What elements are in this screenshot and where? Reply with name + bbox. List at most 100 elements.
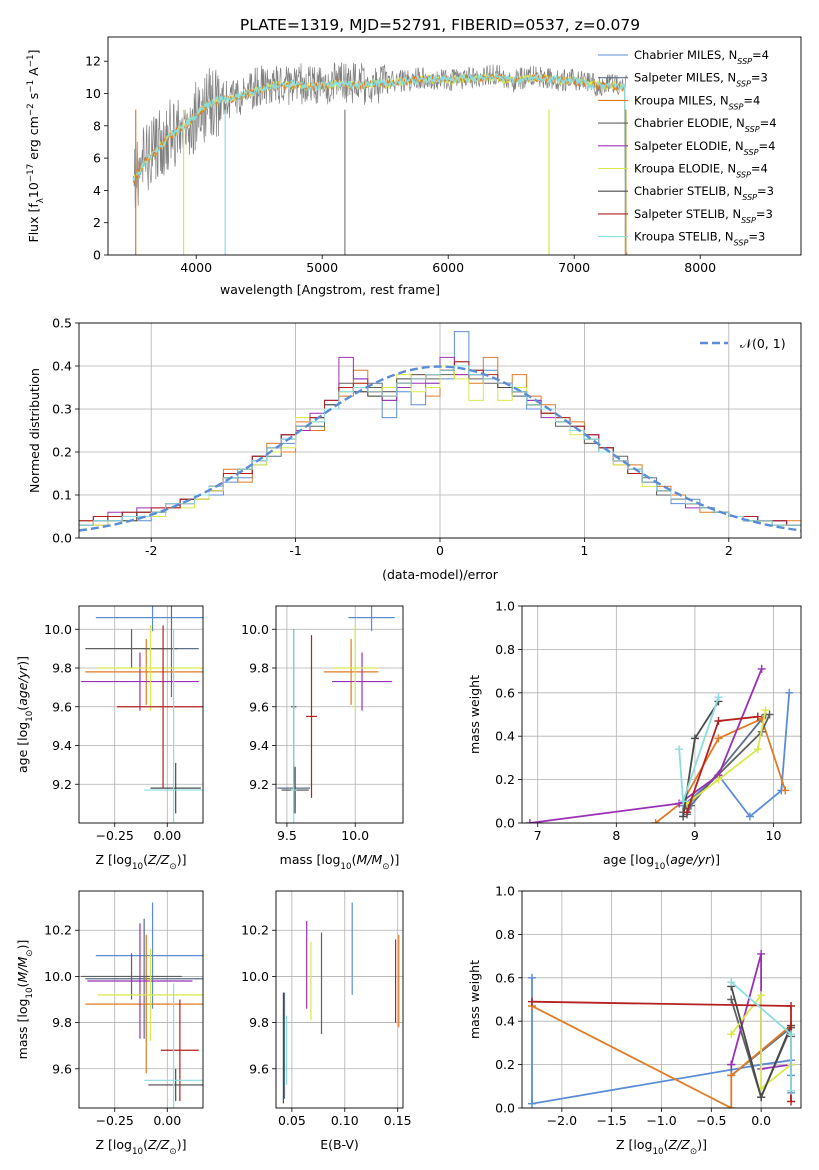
plot-area <box>277 606 395 823</box>
legend-label-kroupa-elodie: Kroupa ELODIE, NSSP=4 <box>634 162 768 180</box>
y-tick-label: 0.4 <box>495 729 515 744</box>
axes-frame <box>275 890 404 1109</box>
x-axis-label: wavelength [Angstrom, rest frame] <box>220 282 440 297</box>
x-tick-label: 7000 <box>558 260 590 275</box>
x-tick-label: −1.5 <box>596 1113 626 1128</box>
spectrum-panel: 4000 5000 6000 7000 8000 0 2 4 6 8 10 12 Chabrier MI… <box>26 36 802 297</box>
y-tick-label: 10 <box>85 86 101 101</box>
weight-point-salpeter-stelib <box>714 717 723 726</box>
x-tick-label: 0.00 <box>153 828 181 843</box>
y-tick-label: 0.5 <box>52 316 72 331</box>
y-tick-label: 0.2 <box>495 772 515 787</box>
x-tick-label: 6000 <box>432 260 464 275</box>
x-tick-label: 4000 <box>180 260 212 275</box>
y-tick-label: 10.2 <box>241 923 269 938</box>
y-tick-label: 10.0 <box>241 622 269 637</box>
plot-area <box>81 606 203 823</box>
x-tick-label: -2 <box>145 543 157 558</box>
model-spectrum-line <box>132 73 628 255</box>
x-tick-label: 1 <box>580 543 588 558</box>
residual-histogram-panel: -2 -1 0 1 2 0.0 0.1 0.2 0.3 0.4 0.5 𝒩(0, 1) (data-mo… <box>27 316 802 582</box>
weight-point-salpeter-stelib <box>683 808 692 817</box>
weight-point-kroupa-elodie <box>757 991 766 1000</box>
y-tick-label: 9.8 <box>249 661 269 676</box>
weight-point-kroupa-miles <box>714 734 723 743</box>
y-tick-label: 0.2 <box>495 1057 515 1072</box>
weight-point-kroupa-stelib <box>675 745 684 754</box>
plot-area <box>81 902 203 1108</box>
weight-point-chabrier-elodie <box>765 710 774 719</box>
axes-frame <box>78 322 802 539</box>
weight-point-salpeter-stelib <box>787 1002 796 1011</box>
weight-point-chabrier-miles <box>527 973 536 982</box>
y-tick-label: 9.8 <box>52 1015 72 1030</box>
legend-label-salpeter-miles: Salpeter MILES, NSSP=3 <box>634 71 768 89</box>
x-tick-label: −0.25 <box>96 828 134 843</box>
weight-point-kroupa-elodie <box>761 706 770 715</box>
legend-label-chabrier-stelib: Chabrier STELIB, NSSP=3 <box>634 184 774 202</box>
y-axis-label: age [log10(age/yr)] <box>15 656 35 773</box>
y-tick-label: 9.4 <box>249 738 269 753</box>
x-tick-label: 0 <box>436 543 444 558</box>
y-tick-label: 0.3 <box>52 402 72 417</box>
weight-line-chabrier-stelib <box>682 701 720 817</box>
x-tick-label: 0.10 <box>331 1113 359 1128</box>
weight-point-kroupa-elodie <box>753 745 762 754</box>
figure-title: PLATE=1319, MJD=52791, FIBERID=0537, z=0… <box>240 16 640 34</box>
weight-point-kroupa-stelib <box>787 1030 796 1039</box>
weight-point-chabrier-miles <box>745 812 754 821</box>
plot-area <box>79 331 801 538</box>
x-tick-label: 7 <box>534 828 542 843</box>
y-axis-label: mass [log10(M/M⊙)] <box>15 940 35 1060</box>
mass-vs-metallicity-panel: −0.25 0.00 9.6 9.8 10.0 10.2 Z [log10(Z/Z⊙)] ma… <box>15 890 204 1157</box>
age-vs-mass-panel: 9.5 10.0 9.2 9.4 9.6 9.8 10.0 mass [log10(M/M⊙)… <box>241 605 404 872</box>
observed-spectrum-line <box>132 61 628 208</box>
y-tick-label: 0.1 <box>52 488 72 503</box>
weight-point-kroupa-miles <box>651 819 660 823</box>
axes-frame <box>78 605 204 824</box>
histogram-kroupa-stelib <box>79 365 801 538</box>
y-tick-label: 0.0 <box>52 531 72 546</box>
weight-point-salpeter-elodie <box>757 949 766 958</box>
normal-distribution-curve <box>79 365 801 532</box>
weight-point-kroupa-stelib <box>727 978 736 987</box>
x-tick-label: 8 <box>612 828 620 843</box>
weight-point-chabrier-miles <box>785 688 794 697</box>
weight-point-salpeter-elodie <box>727 1060 736 1069</box>
weight-point-salpeter-stelib <box>787 1097 796 1106</box>
x-tick-label: 9 <box>691 828 699 843</box>
x-tick-label: 9.5 <box>277 828 297 843</box>
axes-frame <box>275 605 404 824</box>
weight-point-chabrier-stelib <box>690 734 699 743</box>
x-tick-label: 0.15 <box>384 1113 412 1128</box>
x-axis-label: E(B-V) <box>320 1137 359 1152</box>
legend-label-kroupa-stelib: Kroupa STELIB, NSSP=3 <box>634 230 765 248</box>
y-tick-label: 2 <box>93 215 101 230</box>
y-axis-label: Flux [fλ10−17 erg cm−2 s−1 A−1] <box>26 50 46 243</box>
y-axis-label: mass weight <box>467 675 482 754</box>
x-tick-label: 2 <box>725 543 733 558</box>
legend-label-chabrier-elodie: Chabrier ELODIE, NSSP=4 <box>634 116 777 134</box>
legend-label-salpeter-stelib: Salpeter STELIB, NSSP=3 <box>634 207 773 225</box>
age-vs-metallicity-panel: −0.25 0.00 9.2 9.4 9.6 9.8 10.0 Z [log10(Z/Z⊙)]… <box>15 605 204 872</box>
y-tick-label: 10.0 <box>44 969 72 984</box>
y-tick-label: 1.0 <box>495 599 515 614</box>
weight-line-kroupa-elodie <box>686 710 767 805</box>
y-tick-label: 0.6 <box>495 685 515 700</box>
y-tick-label: 9.8 <box>249 1015 269 1030</box>
y-tick-label: 9.6 <box>52 699 72 714</box>
legend-label-kroupa-miles: Kroupa MILES, NSSP=4 <box>634 93 760 111</box>
x-axis-label: Z [log10(Z/Z⊙)] <box>96 852 187 872</box>
y-tick-label: 0.4 <box>52 359 72 374</box>
axes-frame <box>521 890 802 1109</box>
y-tick-label: 0.0 <box>495 1101 515 1116</box>
y-tick-label: 0 <box>93 248 101 263</box>
y-tick-label: 0.4 <box>495 1014 515 1029</box>
axes-frame <box>107 36 802 256</box>
x-axis-label: mass [log10(M/M⊙)] <box>280 852 400 872</box>
weight-point-salpeter-elodie <box>757 664 766 673</box>
weight-point-kroupa-stelib <box>714 693 723 702</box>
y-tick-label: 9.6 <box>249 1061 269 1076</box>
y-tick-label: 0.8 <box>495 927 515 942</box>
x-axis-label: (data-model)/error <box>382 567 499 582</box>
